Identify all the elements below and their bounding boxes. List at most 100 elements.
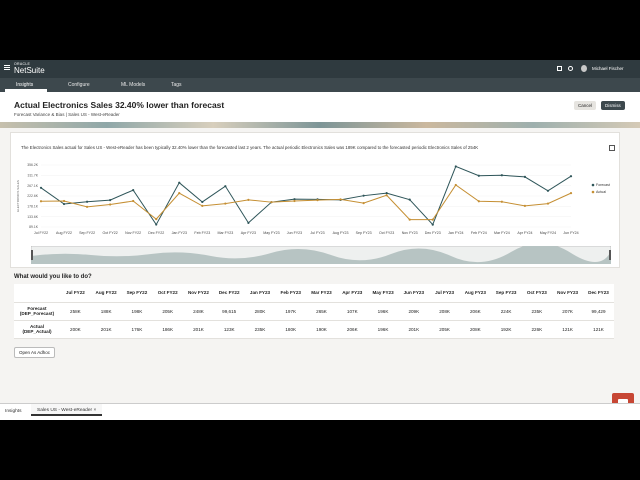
dismiss-button[interactable]: Dismiss: [601, 101, 625, 110]
menu-icon[interactable]: [4, 65, 10, 66]
narrative: The Electronics Sales actual for Sales U…: [21, 145, 479, 150]
y-tick-label: 222.6K: [27, 194, 38, 198]
table-cell: 198K: [121, 302, 153, 321]
x-tick-label: May FY23: [263, 231, 279, 235]
table-cell: 196K: [367, 302, 399, 321]
table-cell: 196K: [367, 320, 399, 339]
column-header: Jun FY23: [398, 284, 430, 303]
user-name[interactable]: Michael Fischer: [592, 66, 624, 71]
column-header: Oct FY22: [152, 284, 184, 303]
navigator-handle[interactable]: [609, 250, 611, 260]
actions-heading: What would you like to do?: [14, 274, 92, 280]
x-tick-label: Oct FY23: [379, 231, 394, 235]
column-header: Feb FY23: [275, 284, 307, 303]
series-line: [40, 165, 572, 226]
table-cell: 121K: [583, 320, 614, 339]
point: [155, 223, 158, 226]
table-row: Actual (DEP_Actual) 200K 201K 176K 186K 201K 1…: [14, 320, 614, 339]
column-header: Mar FY23: [306, 284, 337, 303]
point: [500, 174, 503, 177]
table-row: Forecast (DEP_Forecast) 258K 188K 198K 205K 2…: [14, 302, 614, 321]
table-cell: 205K: [429, 320, 460, 339]
data-table: Jul FY22 Aug FY22 Sep FY22 Oct FY22 Nov FY22…: [14, 284, 614, 339]
point: [270, 201, 273, 204]
x-tick-label: Nov FY22: [125, 231, 141, 235]
point: [408, 198, 411, 201]
y-tick-label: 89.1K: [29, 225, 39, 229]
table-cell: 206K: [336, 320, 368, 339]
point: [109, 203, 112, 206]
avatar[interactable]: [581, 65, 587, 72]
point: [477, 174, 480, 177]
navigator-handle[interactable]: [31, 250, 33, 260]
x-tick-label: Oct FY22: [103, 231, 118, 235]
point: [477, 200, 480, 203]
x-tick-label: Jan FY23: [172, 231, 187, 235]
point: [132, 189, 135, 192]
table-cell: 258K: [60, 302, 91, 321]
tab[interactable]: Insights: [16, 82, 34, 88]
tab[interactable]: ML Models: [121, 82, 146, 88]
table-cell: 235K: [244, 320, 276, 339]
point: [293, 198, 296, 201]
table-cell: 209K: [398, 302, 430, 321]
point: [224, 202, 227, 205]
bottom-tab-active[interactable]: Sales US - West-eReader ×: [31, 404, 103, 416]
expand-icon[interactable]: [609, 145, 615, 151]
table-cell: 192K: [490, 320, 522, 339]
x-tick-label: Jul FY22: [34, 231, 48, 235]
column-header: Nov FY23: [552, 284, 584, 303]
point: [500, 200, 503, 203]
legend-label: Forecast: [596, 183, 610, 187]
tab[interactable]: Configure: [68, 82, 90, 88]
column-header: Jan FY23: [244, 284, 276, 303]
bottom-tabs: Insights Sales US - West-eReader ×: [0, 403, 640, 420]
table-cell: 186K: [152, 320, 184, 339]
x-tick-label: Apr FY24: [517, 231, 532, 235]
point: [39, 186, 43, 189]
tab-bar: Insights Configure ML Models Tags: [0, 78, 640, 92]
point: [569, 175, 573, 178]
table-cell: 99,615: [213, 302, 245, 321]
cancel-button[interactable]: Cancel: [574, 101, 597, 110]
point: [523, 204, 527, 208]
table-cell: 248K: [183, 302, 214, 321]
x-tick-label: Mar FY23: [217, 231, 233, 235]
brand-small: ORACLE: [14, 62, 31, 66]
point: [39, 200, 43, 203]
chat-icon: [618, 399, 628, 406]
point: [247, 221, 250, 224]
table-cell: 206K: [459, 302, 491, 321]
help-icon[interactable]: [568, 66, 573, 71]
title-bar: Actual Electronics Sales 32.40% lower th…: [0, 92, 640, 122]
point: [224, 185, 227, 188]
x-tick-label: Sep FY23: [356, 231, 372, 235]
point: [569, 192, 573, 195]
y-tick-label: 133.6K: [27, 215, 38, 219]
x-tick-label: Dec FY23: [425, 231, 441, 235]
point: [431, 218, 434, 221]
x-tick-label: Nov FY23: [402, 231, 418, 235]
brand: NetSuite: [14, 66, 45, 75]
point: [408, 218, 411, 221]
home-icon[interactable]: [557, 66, 562, 71]
point: [62, 202, 66, 206]
bottom-tab[interactable]: Insights: [5, 409, 22, 414]
point: [293, 199, 296, 203]
table-cell: 224K: [490, 302, 522, 321]
table-cell: 197K: [275, 302, 307, 321]
table-cell: 107K: [336, 302, 368, 321]
point: [132, 199, 135, 203]
point: [85, 205, 89, 208]
column-header: Aug FY23: [459, 284, 491, 303]
header: ORACLE NetSuite Michael Fischer: [0, 60, 640, 78]
y-axis-label: ELECTRONICS SALES: [16, 180, 20, 212]
close-icon[interactable]: ×: [93, 408, 97, 413]
table-cell: 280K: [244, 302, 276, 321]
table-cell: 176K: [121, 320, 153, 339]
header-row: Jul FY22 Aug FY22 Sep FY22 Oct FY22 Nov FY22…: [14, 284, 614, 303]
open-adhoc-button[interactable]: Open As Adhoc: [14, 347, 56, 358]
tab[interactable]: Tags: [171, 82, 182, 88]
x-tick-label: Sep FY22: [79, 231, 95, 235]
range-navigator[interactable]: [31, 246, 611, 264]
